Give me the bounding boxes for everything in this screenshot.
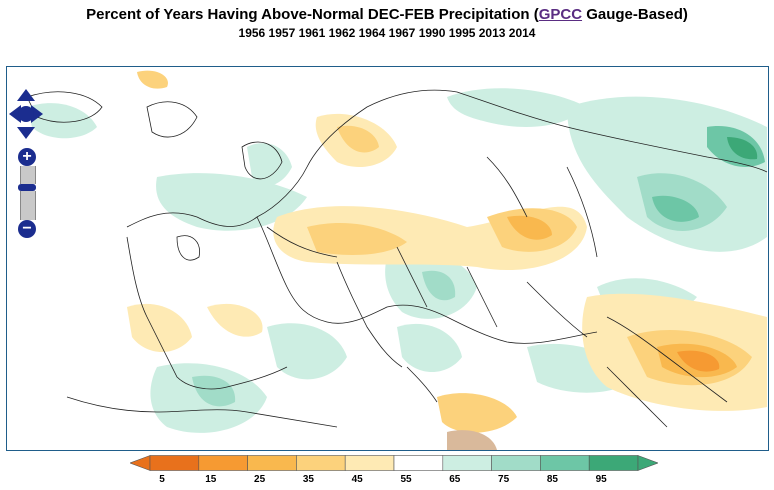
legend-arrow-right: [637, 455, 659, 471]
legend-swatch: [540, 455, 590, 471]
title-text: Percent of Years Having Above-Normal DEC…: [86, 6, 539, 23]
legend-arrow-left: [129, 455, 151, 471]
legend-colorbar: [129, 455, 659, 471]
years-list: 1956 1957 1961 1962 1964 1967 1990 1995 …: [238, 26, 536, 40]
legend-label: 55: [400, 474, 412, 485]
zoom-out-button[interactable]: −: [18, 220, 36, 238]
legend-swatch: [442, 455, 492, 471]
zoom-in-button[interactable]: +: [18, 148, 36, 166]
legend-label: 75: [498, 474, 510, 485]
gpcc-link[interactable]: GPCC: [538, 6, 583, 23]
zoom-bar-upper[interactable]: [20, 166, 36, 184]
legend-label: 85: [546, 474, 558, 485]
legend-label: 95: [595, 474, 607, 485]
title-suffix: Gauge-Based): [582, 6, 688, 23]
legend-swatch: [247, 455, 297, 471]
zoom-bar-lower[interactable]: [20, 191, 36, 220]
zoom-control: + −: [18, 148, 36, 238]
zoom-slider-handle[interactable]: [18, 184, 36, 191]
legend-swatch: [344, 455, 395, 471]
country-borders: [26, 89, 768, 428]
legend-label: 5: [159, 474, 165, 485]
map-title: Percent of Years Having Above-Normal DEC…: [0, 6, 774, 23]
legend-label: 15: [205, 474, 217, 485]
orange-anomaly-areas: [127, 70, 767, 450]
green-anomaly-areas: [27, 88, 767, 433]
color-legend: 5 15 25 35 45 55 65 75 85 95: [129, 455, 659, 490]
legend-label: 25: [254, 474, 266, 485]
legend-swatch: [198, 455, 248, 471]
map-panel[interactable]: + −: [6, 66, 769, 451]
pan-arrows-icon[interactable]: [9, 89, 43, 139]
legend-label: 65: [449, 474, 461, 485]
legend-swatch: [393, 455, 444, 471]
legend-label: 35: [302, 474, 314, 485]
legend-swatch: [149, 455, 200, 471]
legend-swatch: [296, 455, 346, 471]
legend-swatch: [491, 455, 541, 471]
legend-label: 45: [351, 474, 363, 485]
legend-swatch: [588, 455, 639, 471]
precipitation-map[interactable]: [7, 67, 768, 450]
